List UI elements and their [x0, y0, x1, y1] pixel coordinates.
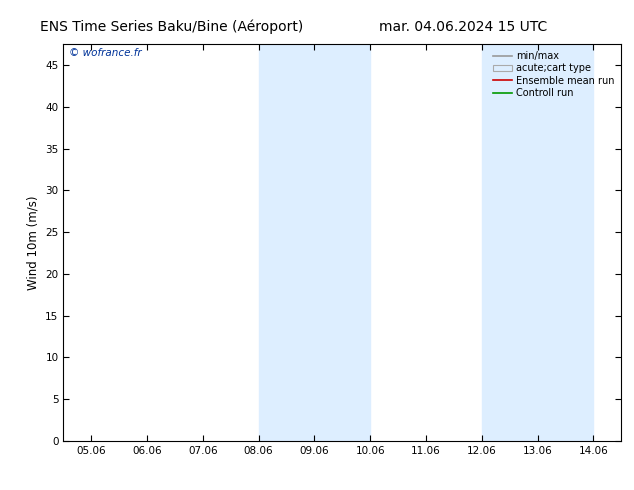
Bar	[482, 44, 593, 441]
Y-axis label: Wind 10m (m/s): Wind 10m (m/s)	[27, 196, 40, 290]
Text: mar. 04.06.2024 15 UTC: mar. 04.06.2024 15 UTC	[378, 20, 547, 34]
Legend: min/max, acute;cart type, Ensemble mean run, Controll run: min/max, acute;cart type, Ensemble mean …	[489, 47, 618, 102]
Text: ENS Time Series Baku/Bine (Aéroport): ENS Time Series Baku/Bine (Aéroport)	[39, 20, 303, 34]
Bar	[259, 44, 370, 441]
Text: © wofrance.fr: © wofrance.fr	[69, 48, 141, 58]
